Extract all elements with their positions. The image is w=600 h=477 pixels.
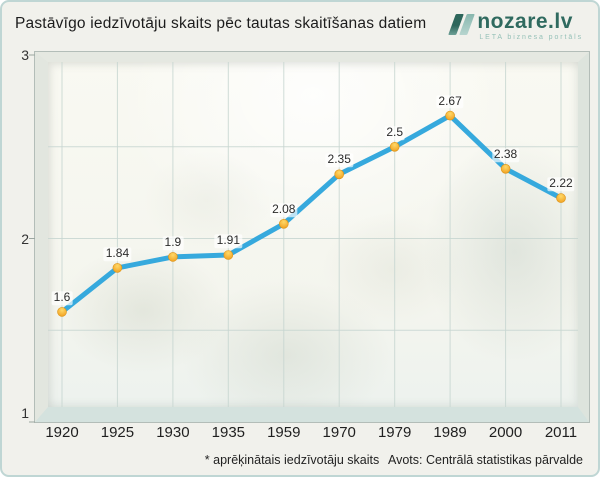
y-axis-label: 2 xyxy=(21,230,29,247)
data-point-label: 2.5 xyxy=(384,124,405,140)
x-axis-label: 2011 xyxy=(544,424,578,441)
data-point-label: 1.6 xyxy=(51,290,73,305)
logo-tagline: LETA biznesa portāls xyxy=(479,34,583,41)
data-point-label: 2.08 xyxy=(270,202,298,217)
x-axis-label: 1935 xyxy=(211,424,246,441)
data-point-label: 1.9 xyxy=(162,235,184,250)
plot-frame xyxy=(34,51,590,423)
data-point-label: 2.22 xyxy=(547,176,575,192)
source-credit: Avots: Centrālā statistikas pārvalde xyxy=(387,453,583,467)
logo-text-block: nozare.lv LETA biznesa portāls xyxy=(477,11,583,41)
x-axis-label: 1979 xyxy=(377,424,412,441)
x-axis-label: 1925 xyxy=(100,424,135,441)
data-point-label: 2.35 xyxy=(325,152,353,168)
x-axis-label: 1989 xyxy=(433,424,467,441)
logo-name: nozare.lv xyxy=(477,10,573,33)
x-axis-label: 1959 xyxy=(267,424,301,441)
data-point-label: 2.67 xyxy=(436,93,464,109)
header: Pastāvīgo iedzīvotāju skaits pēc tautas … xyxy=(2,2,598,41)
x-axis-label: 1920 xyxy=(45,424,79,441)
chart-title: Pastāvīgo iedzīvotāju skaits pēc tautas … xyxy=(15,15,427,32)
nozare-logo-icon xyxy=(448,14,476,35)
data-point-label: 1.84 xyxy=(103,246,132,261)
data-point-label: 1.91 xyxy=(214,233,243,248)
footnote: * aprēķinātais iedzīvotāju skaits xyxy=(204,453,380,467)
data-point-label: 2.38 xyxy=(491,146,520,162)
plot-area-background xyxy=(48,62,578,407)
nozare-logo: nozare.lv LETA biznesa portāls xyxy=(448,11,585,41)
x-axis-label: 2000 xyxy=(488,424,523,441)
x-axis-label: 1970 xyxy=(322,424,356,441)
y-axis-label: 1 xyxy=(21,405,29,421)
x-axis-label: 1930 xyxy=(156,424,190,441)
y-axis-label: 3 xyxy=(21,47,29,63)
